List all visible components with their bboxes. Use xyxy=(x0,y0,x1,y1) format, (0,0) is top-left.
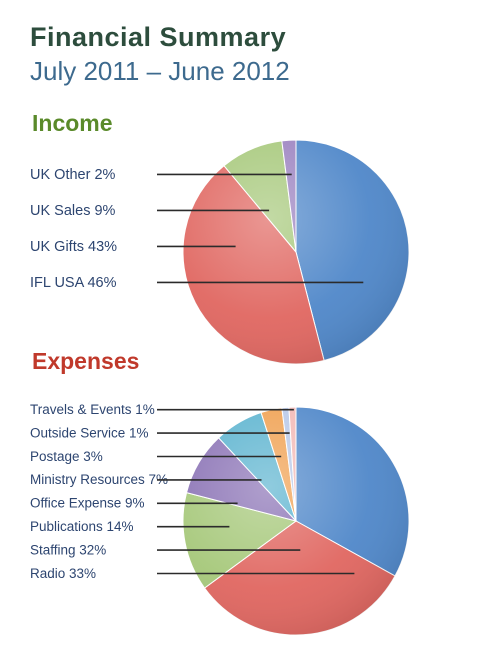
slice-label-uk-other-2: UK Other 2% xyxy=(30,167,116,183)
income-heading: Income xyxy=(32,110,113,136)
page-title: Financial Summary xyxy=(30,22,287,52)
page-subtitle: July 2011 – June 2012 xyxy=(30,56,290,86)
expenses-heading: Expenses xyxy=(32,348,140,374)
slice-label-uk-gifts-43: UK Gifts 43% xyxy=(30,239,117,255)
income-pie-chart: UK Other 2% UK Sales 9% UK Gifts 43% IFL US… xyxy=(30,139,410,365)
slice-label-outside-service-1: Outside Service 1% xyxy=(30,425,149,440)
slice-label-postage-3: Postage 3% xyxy=(30,449,103,464)
pie-shading xyxy=(183,407,409,635)
pie-shading xyxy=(183,140,409,364)
slice-label-staffing-32: Staffing 32% xyxy=(30,542,106,557)
slice-label-publications-14: Publications 14% xyxy=(30,519,134,534)
slice-label-uk-sales-9: UK Sales 9% xyxy=(30,203,116,219)
expenses-pie-chart: Travels & Events 1% Outside Service 1% Pos… xyxy=(30,402,410,636)
slice-label-ifl-usa-46: IFL USA 46% xyxy=(30,275,117,291)
slice-label-office-expense-9: Office Expense 9% xyxy=(30,496,145,511)
slice-label-travels-events-1: Travels & Events 1% xyxy=(30,402,155,417)
slice-label-radio-33: Radio 33% xyxy=(30,566,96,581)
slice-label-ministry-resources-7: Ministry Resources 7% xyxy=(30,472,168,487)
